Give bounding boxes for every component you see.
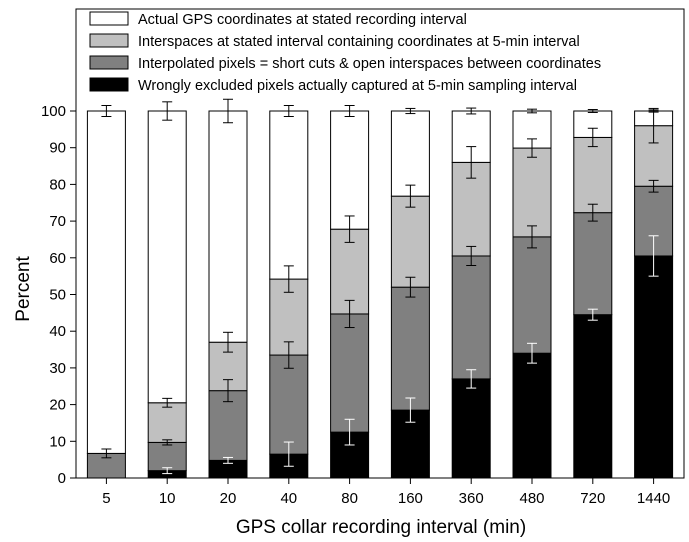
x-tick-label: 720 <box>580 490 605 507</box>
error-bar-0-480 <box>527 342 537 364</box>
x-tick-label: 40 <box>280 490 297 507</box>
x-axis-title: GPS collar recording interval (min) <box>236 517 526 538</box>
legend-label: Interpolated pixels = short cuts & open … <box>138 56 601 72</box>
y-tick-label: 40 <box>49 323 66 340</box>
bar-segment-3-80 <box>330 110 370 230</box>
error-bar-1-40 <box>283 341 294 369</box>
bar-segment-2-10 <box>147 402 187 443</box>
bar-segment-1-80 <box>330 313 370 433</box>
legend-swatch <box>89 33 129 48</box>
error-bar-3-1440 <box>648 109 659 113</box>
bar-segment-1-40 <box>269 354 309 455</box>
y-tick-label: 30 <box>49 360 66 377</box>
legend: Actual GPS coordinates at stated recordi… <box>89 11 601 94</box>
bar-segment-0-720 <box>573 314 613 479</box>
plot-frame <box>75 8 685 479</box>
error-bar-3-40 <box>283 104 294 118</box>
legend-label: Interspaces at stated interval containin… <box>138 34 580 50</box>
y-tick-label: 60 <box>49 250 66 267</box>
error-bar-3-5 <box>101 104 112 118</box>
error-bar-2-1440 <box>648 107 659 144</box>
bar-segment-1-160 <box>390 286 430 411</box>
error-bar-1-160 <box>405 276 416 298</box>
error-bar-1-360 <box>466 245 477 267</box>
x-tick-label: 5 <box>102 490 110 507</box>
error-bar-1-1440 <box>648 179 659 193</box>
x-tick-label: 80 <box>341 490 358 507</box>
error-bars <box>101 98 659 475</box>
error-bar-3-360 <box>466 107 477 115</box>
error-bar-1-10 <box>162 439 173 446</box>
error-bar-0-40 <box>283 441 294 467</box>
bars <box>86 110 674 479</box>
error-bar-0-20 <box>223 456 233 464</box>
legend-label: Wrongly excluded pixels actually capture… <box>138 78 577 94</box>
error-bar-1-20 <box>223 379 233 403</box>
x-tick-label: 360 <box>459 490 484 507</box>
x-tick-label: 160 <box>398 490 423 507</box>
bar-segment-0-480 <box>512 352 552 479</box>
error-bar-3-480 <box>527 108 537 114</box>
legend-label: Actual GPS coordinates at stated recordi… <box>138 12 467 28</box>
error-bar-0-80 <box>344 418 355 446</box>
error-bar-2-10 <box>162 397 173 408</box>
y-tick-label: 90 <box>49 140 66 157</box>
error-bar-0-1440 <box>648 235 659 277</box>
y-tick-label: 20 <box>49 397 66 414</box>
bar-segment-3-20 <box>208 110 248 343</box>
error-bar-1-720 <box>587 203 598 222</box>
bar-segment-2-160 <box>390 195 430 288</box>
error-bar-0-160 <box>405 397 416 423</box>
y-axis-title: Percent <box>13 256 34 322</box>
bar-segment-2-720 <box>573 136 613 214</box>
y-tick-label: 0 <box>58 470 66 487</box>
bar-segment-1-10 <box>147 441 187 472</box>
bar-segment-0-1440 <box>634 255 674 479</box>
error-bar-3-720 <box>587 109 598 113</box>
error-bar-0-10 <box>162 467 173 475</box>
legend-swatch <box>89 55 129 70</box>
y-tick-label: 10 <box>49 433 66 450</box>
axes: 0 10 20 30 40 50 60 70 80 90 100 5 10 20 40 80 160 360 480… <box>41 8 685 507</box>
x-tick-label: 20 <box>220 490 237 507</box>
error-bar-2-360 <box>466 146 477 179</box>
error-bar-3-80 <box>344 104 355 118</box>
error-bar-3-160 <box>405 107 416 115</box>
y-tick-label: 100 <box>41 103 66 120</box>
error-bar-3-20 <box>223 98 233 124</box>
bar-segment-1-360 <box>451 255 491 380</box>
bar-segment-0-360 <box>451 378 491 479</box>
error-bar-2-20 <box>223 331 233 353</box>
x-tick-label: 1440 <box>637 490 670 507</box>
y-tick-label: 80 <box>49 176 66 193</box>
y-tick-label: 70 <box>49 213 66 230</box>
y-tick-label: 50 <box>49 287 66 304</box>
error-bar-2-720 <box>587 127 598 148</box>
x-tick-label: 480 <box>519 490 544 507</box>
bar-segment-1-480 <box>512 236 552 354</box>
error-bar-2-160 <box>405 184 416 208</box>
error-bar-1-80 <box>344 299 355 329</box>
bar-segment-3-10 <box>147 110 187 404</box>
error-bar-2-480 <box>527 138 537 158</box>
bar-segment-1-720 <box>573 212 613 316</box>
bar-segment-3-40 <box>269 110 309 280</box>
bar-segment-2-480 <box>512 147 552 238</box>
error-bar-1-5 <box>101 448 112 459</box>
error-bar-0-720 <box>587 308 598 321</box>
legend-swatch <box>89 77 129 92</box>
error-bar-2-80 <box>344 215 355 243</box>
error-bar-0-360 <box>466 369 477 389</box>
bar-segment-1-20 <box>208 390 248 461</box>
bar-segment-3-160 <box>390 110 430 197</box>
x-tick-label: 10 <box>159 490 176 507</box>
error-bar-3-10 <box>162 101 173 121</box>
bar-segment-3-5 <box>86 110 126 454</box>
error-bar-2-40 <box>283 265 294 293</box>
error-bar-1-480 <box>527 225 537 249</box>
legend-swatch <box>89 11 129 26</box>
